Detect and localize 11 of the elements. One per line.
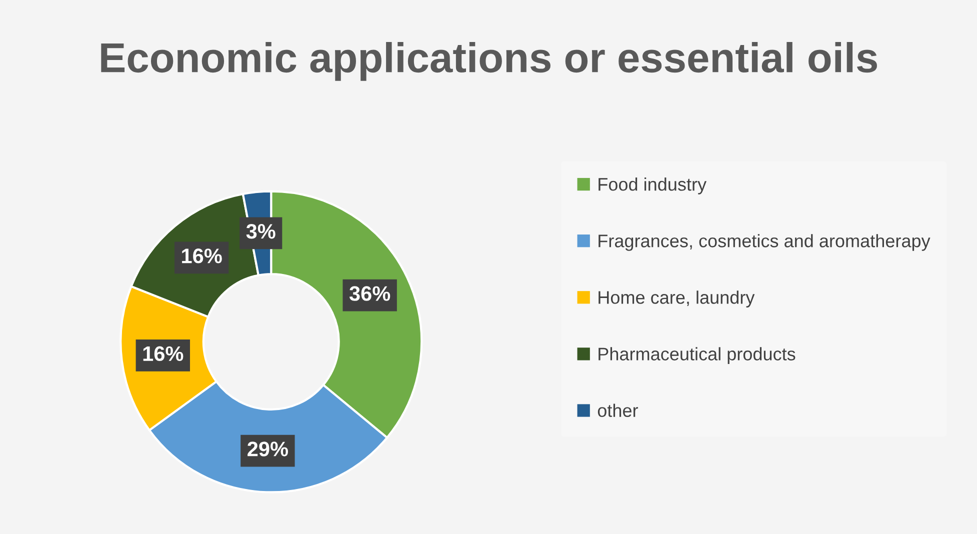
data-label: 36%: [349, 286, 390, 301]
chart-title: Economic applications or essential oils: [101, 42, 877, 81]
legend-label: other: [598, 404, 638, 417]
data-label: 16%: [143, 346, 184, 362]
data-label: 29%: [248, 442, 288, 456]
legend-label: Food industry: [598, 178, 706, 194]
data-label: 16%: [182, 248, 222, 264]
data-label: 3%: [246, 224, 276, 239]
legend-label: Fragrances, cosmetics and aromatherapy: [598, 234, 930, 251]
legend-label: Home care, laundry: [598, 290, 755, 308]
legend-label: Pharmaceutical products: [598, 347, 796, 364]
